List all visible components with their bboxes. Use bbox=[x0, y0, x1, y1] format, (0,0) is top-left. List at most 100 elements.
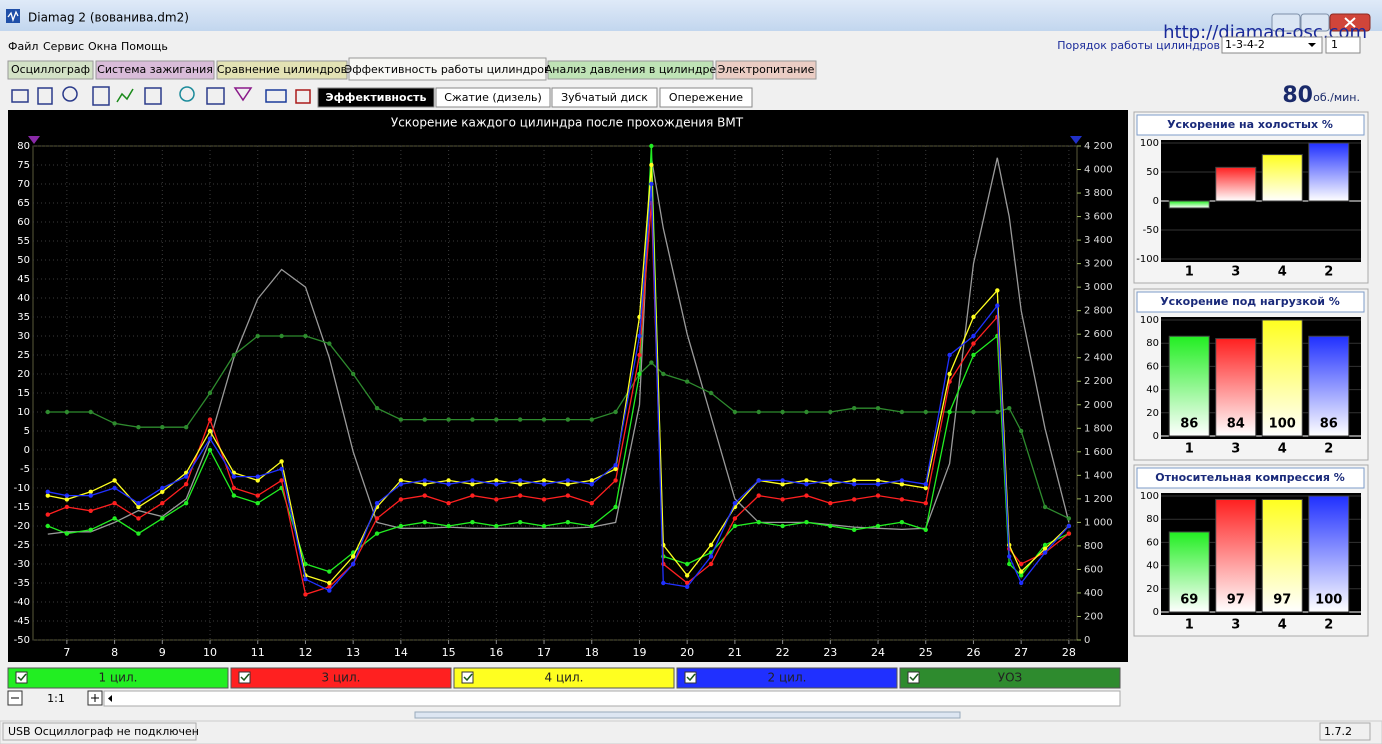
data-point bbox=[470, 493, 475, 498]
x-tick-label: 26 bbox=[966, 646, 980, 659]
version: 1.7.2 bbox=[1324, 725, 1352, 738]
subtab[interactable] bbox=[551, 87, 658, 108]
x-tick-label: 9 bbox=[159, 646, 166, 659]
data-point bbox=[899, 497, 905, 502]
bar bbox=[1168, 335, 1210, 437]
menu-item[interactable]: Окна bbox=[88, 40, 117, 53]
data-point bbox=[1018, 428, 1024, 434]
scroll-left[interactable] bbox=[108, 695, 112, 702]
data-point bbox=[565, 417, 571, 422]
legend-item[interactable] bbox=[676, 667, 898, 689]
data-point bbox=[756, 520, 761, 525]
y-tick-label: 100 bbox=[1140, 138, 1159, 149]
data-point bbox=[971, 352, 976, 358]
data-point bbox=[446, 501, 451, 506]
legend-item[interactable] bbox=[453, 667, 675, 689]
cylinder-combo[interactable] bbox=[1325, 36, 1361, 54]
tool-button[interactable] bbox=[144, 87, 162, 105]
tab[interactable] bbox=[715, 60, 817, 80]
data-point bbox=[279, 459, 284, 464]
bar bbox=[1168, 200, 1210, 209]
data-point bbox=[517, 482, 523, 487]
legend-checkbox[interactable] bbox=[461, 671, 474, 684]
menu-item[interactable]: Помощь bbox=[121, 40, 168, 53]
data-point bbox=[637, 352, 642, 358]
subtab[interactable] bbox=[435, 87, 551, 108]
data-point bbox=[732, 523, 738, 529]
right-cursor-marker[interactable] bbox=[1070, 136, 1082, 144]
data-point bbox=[613, 409, 618, 415]
data-point bbox=[64, 409, 70, 415]
data-point bbox=[780, 478, 785, 483]
maximize-button[interactable] bbox=[1300, 13, 1330, 32]
tool-button[interactable] bbox=[11, 89, 29, 103]
tool-button[interactable] bbox=[92, 86, 110, 106]
legend-checkbox[interactable] bbox=[15, 671, 28, 684]
tool-button[interactable] bbox=[295, 89, 311, 104]
tool-button[interactable] bbox=[206, 87, 225, 105]
tab[interactable] bbox=[216, 60, 348, 80]
data-point bbox=[255, 478, 260, 483]
y-tick-label: 40 bbox=[17, 293, 30, 304]
legend-checkbox[interactable] bbox=[907, 671, 920, 684]
data-point bbox=[661, 371, 666, 377]
tool-button[interactable] bbox=[116, 88, 134, 103]
window-title: Diamag 2 (вованива.dm2) bbox=[28, 11, 189, 25]
menu-item[interactable]: Файл bbox=[8, 40, 38, 53]
x-tick-label: 20 bbox=[680, 646, 694, 659]
tab[interactable] bbox=[348, 57, 547, 81]
bar bbox=[1308, 142, 1350, 202]
legend-checkbox[interactable] bbox=[238, 671, 251, 684]
legend-item[interactable] bbox=[230, 667, 452, 689]
legend-label: 1 цил. bbox=[99, 671, 138, 685]
x-tick-label: 12 bbox=[298, 646, 312, 659]
firing-order-combo[interactable] bbox=[1221, 36, 1323, 54]
y-tick-label: 80 bbox=[1146, 514, 1159, 525]
horizontal-scrollbar[interactable] bbox=[103, 690, 1121, 707]
minimize-button[interactable] bbox=[1271, 13, 1301, 32]
data-point bbox=[112, 485, 117, 491]
tool-button[interactable] bbox=[62, 86, 78, 102]
tool-button[interactable] bbox=[233, 87, 253, 102]
tool-button[interactable] bbox=[265, 89, 287, 103]
x-tick-label: 10 bbox=[203, 646, 217, 659]
data-point bbox=[589, 523, 594, 529]
legend-check bbox=[240, 673, 250, 682]
tab[interactable] bbox=[95, 60, 215, 80]
data-point bbox=[565, 493, 571, 498]
tab-label: Система зажигания bbox=[97, 63, 213, 76]
tab[interactable] bbox=[7, 60, 94, 80]
y-tick-label: 50 bbox=[17, 255, 30, 266]
data-point bbox=[494, 497, 499, 502]
data-point bbox=[303, 561, 308, 567]
splitter[interactable] bbox=[414, 711, 961, 719]
data-point bbox=[684, 561, 690, 567]
tab[interactable] bbox=[547, 60, 714, 80]
y-tick-label: 60 bbox=[1146, 537, 1159, 548]
series-line bbox=[47, 202, 1070, 596]
legend-check bbox=[909, 673, 919, 682]
data-point bbox=[517, 417, 523, 422]
subtab[interactable] bbox=[659, 87, 753, 108]
legend-item[interactable] bbox=[7, 667, 229, 689]
menu-item[interactable]: Сервис bbox=[43, 40, 84, 53]
data-point bbox=[64, 493, 70, 498]
cylinder-value: 1 bbox=[1331, 38, 1338, 51]
data-point bbox=[231, 474, 237, 479]
zoom-level: 1:1 bbox=[47, 692, 65, 705]
data-point bbox=[899, 409, 905, 415]
data-point bbox=[828, 501, 833, 506]
tool-button[interactable] bbox=[179, 86, 195, 102]
data-point bbox=[851, 478, 857, 483]
data-point bbox=[899, 482, 905, 487]
tool-button[interactable] bbox=[37, 87, 53, 105]
legend-checkbox[interactable] bbox=[684, 671, 697, 684]
bar bbox=[1215, 166, 1257, 202]
legend-item[interactable] bbox=[899, 667, 1121, 689]
y-tick-label: -100 bbox=[1136, 254, 1159, 265]
left-cursor-marker[interactable] bbox=[28, 136, 40, 144]
subtab[interactable] bbox=[317, 87, 435, 108]
data-point bbox=[422, 478, 427, 483]
data-point bbox=[995, 303, 1000, 308]
data-point bbox=[637, 371, 642, 377]
